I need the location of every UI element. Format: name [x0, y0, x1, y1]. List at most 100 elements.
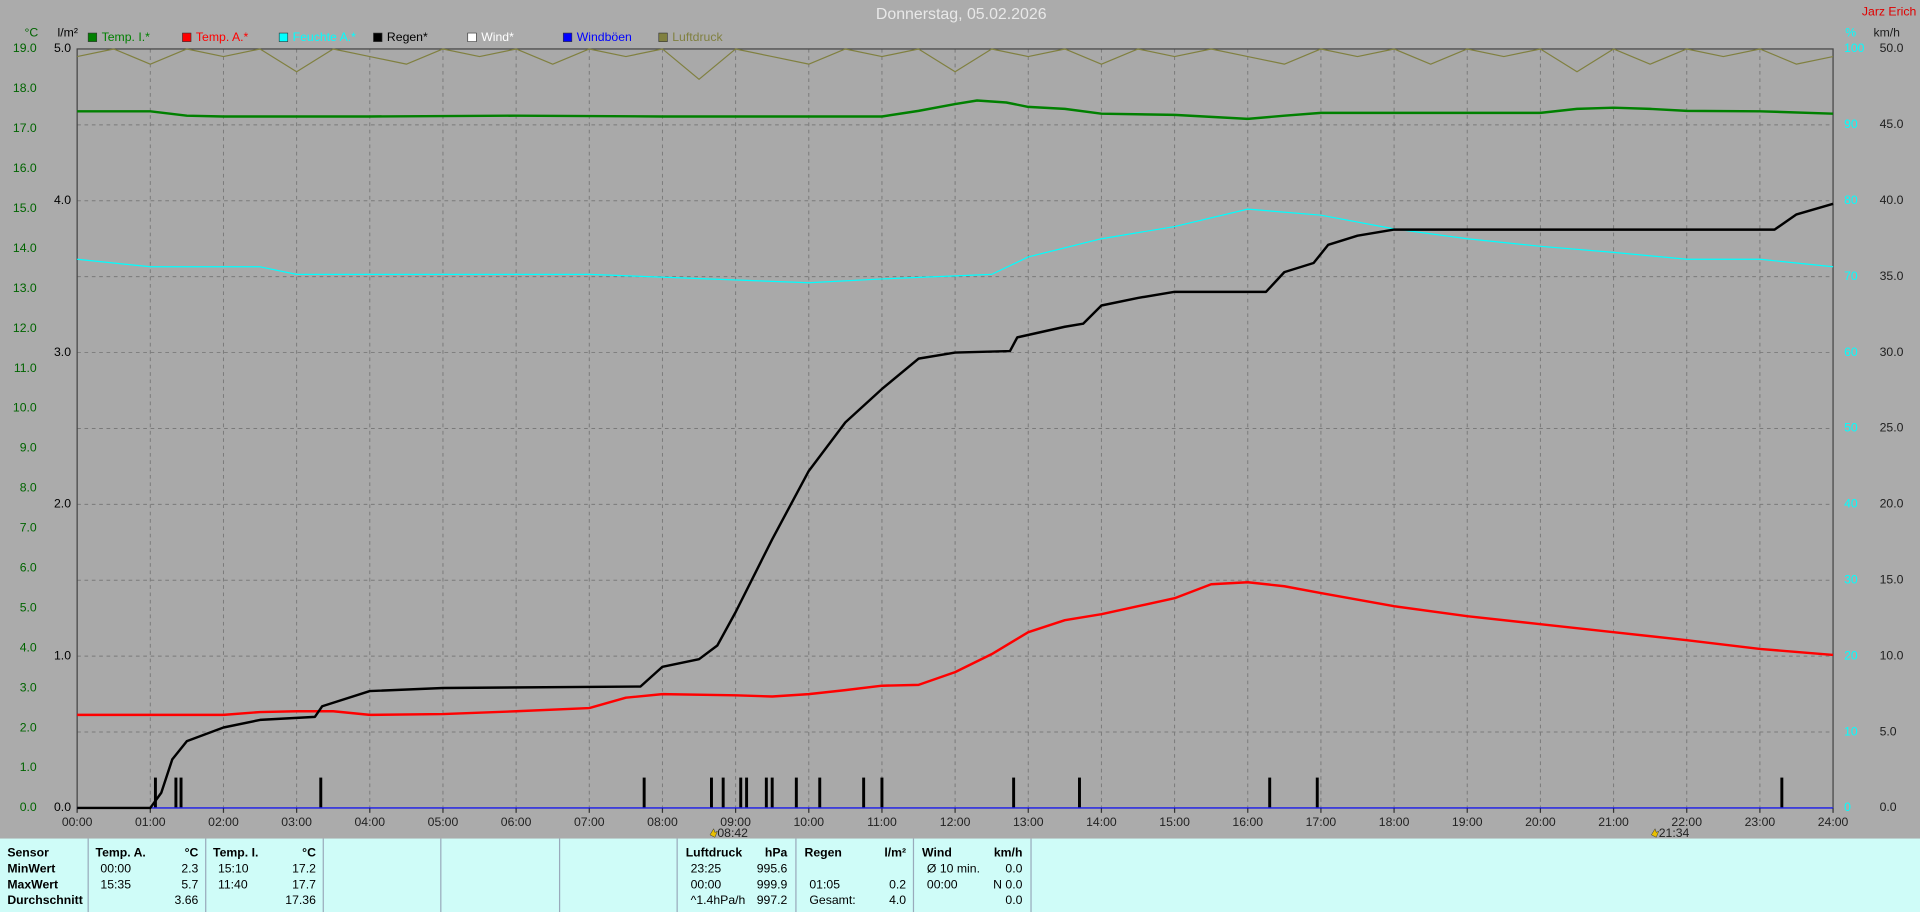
y-tick-label: 50	[1844, 421, 1858, 435]
rain-bar	[794, 777, 798, 808]
legend-swatch	[182, 32, 192, 42]
author: Jarz Erich	[1862, 4, 1917, 18]
table-cell: Ø 10 min.	[927, 861, 980, 875]
table-cell: 0.0	[1005, 893, 1022, 907]
table-cell: 2.3	[181, 861, 198, 875]
y-tick-label: 20	[1844, 648, 1858, 662]
rain-bar	[642, 777, 646, 808]
y-tick-label: 12.0	[13, 321, 37, 335]
table-cell: 995.6	[757, 861, 788, 875]
rain-bar	[770, 777, 774, 808]
table-header: Wind	[922, 845, 952, 859]
x-tick-label: 12:00	[940, 815, 971, 829]
legend-label: Feuchte A.*	[293, 30, 356, 44]
y-tick-label: 0.0	[1880, 800, 1897, 814]
y-tick-label: 10.0	[13, 401, 37, 415]
legend-label: Regen*	[387, 30, 428, 44]
y-tick-label: 100	[1844, 41, 1865, 55]
y-tick-label: 2.0	[54, 497, 71, 511]
rain-bar	[319, 777, 323, 808]
y-tick-label: 3.0	[54, 345, 71, 359]
series-line	[77, 48, 1834, 80]
axis-unit: km/h	[1873, 25, 1900, 39]
y-tick-label: 5.0	[1880, 724, 1897, 738]
y-tick-label: 10	[1844, 724, 1858, 738]
table-cell: 00:00	[100, 861, 131, 875]
x-tick-label: 18:00	[1379, 815, 1410, 829]
axis-unit: %	[1845, 25, 1856, 39]
x-tick-label: 09:00	[720, 815, 751, 829]
rain-bar	[709, 777, 713, 808]
x-tick-label: 07:00	[574, 815, 605, 829]
x-tick-label: 00:00	[62, 815, 93, 829]
rain-bar	[1012, 777, 1016, 808]
x-tick-label: 23:00	[1745, 815, 1776, 829]
y-tick-label: 4.0	[20, 640, 37, 654]
x-tick-label: 16:00	[1232, 815, 1263, 829]
table-cell: 3.66	[175, 893, 199, 907]
table-cell: 997.2	[757, 893, 788, 907]
table-header: Temp. A.	[96, 845, 146, 859]
table-cell: 999.9	[757, 877, 788, 891]
table-cell: 17.36	[285, 893, 316, 907]
series-line	[77, 202, 1834, 810]
table-header: Sensor	[7, 845, 49, 859]
marker-label: 21:34	[1659, 826, 1690, 840]
y-tick-label: 40	[1844, 497, 1858, 511]
legend-label: Temp. I.*	[102, 30, 151, 44]
y-tick-label: 6.0	[20, 561, 37, 575]
x-tick-label: 14:00	[1086, 815, 1117, 829]
table-cell: ^1.4hPa/h	[691, 893, 746, 907]
rain-bar	[174, 777, 178, 808]
y-tick-label: 50.0	[1880, 41, 1904, 55]
marker-label: 08:42	[717, 826, 748, 840]
legend-swatch	[373, 32, 383, 42]
x-tick-label: 04:00	[354, 815, 385, 829]
x-tick-label: 22:00	[1671, 815, 1702, 829]
legend-swatch	[658, 32, 668, 42]
table-cell: 00:00	[691, 877, 722, 891]
y-tick-label: 30.0	[1880, 345, 1904, 359]
table-header: l/m²	[884, 845, 906, 859]
x-tick-label: 21:00	[1598, 815, 1629, 829]
table-header: Regen	[804, 845, 841, 859]
y-tick-label: 5.0	[54, 41, 71, 55]
rain-bar	[745, 777, 749, 808]
rain-bar	[1315, 777, 1319, 808]
x-tick-label: 13:00	[1013, 815, 1044, 829]
y-tick-label: 45.0	[1880, 117, 1904, 131]
table-row-label: MinWert	[7, 861, 55, 875]
table-cell: 00:00	[927, 877, 958, 891]
rain-bar	[764, 777, 768, 808]
x-tick-label: 08:00	[647, 815, 678, 829]
y-tick-label: 15.0	[13, 201, 37, 215]
y-tick-label: 7.0	[20, 521, 37, 535]
table-cell: N 0.0	[993, 877, 1022, 891]
rain-bar	[153, 777, 157, 808]
x-tick-label: 15:00	[1159, 815, 1190, 829]
y-tick-label: 11.0	[14, 361, 37, 375]
table-header: °C	[185, 845, 199, 859]
rain-bar	[818, 777, 822, 808]
rain-bar	[1078, 777, 1081, 808]
table-header: Luftdruck	[686, 845, 743, 859]
y-tick-label: 8.0	[20, 481, 37, 495]
y-tick-label: 13.0	[13, 281, 37, 295]
table-cell: 15:35	[100, 877, 131, 891]
y-tick-label: 30	[1844, 572, 1858, 586]
y-tick-label: 40.0	[1880, 193, 1904, 207]
y-tick-label: 16.0	[13, 161, 37, 175]
table-cell: 15:10	[218, 861, 249, 875]
table-row-label: Durchschnitt	[7, 893, 82, 907]
table-cell: Gesamt:	[809, 893, 855, 907]
x-tick-label: 19:00	[1452, 815, 1483, 829]
legend-swatch	[87, 32, 98, 42]
x-tick-label: 01:00	[135, 815, 166, 829]
rain-bar	[1780, 777, 1784, 808]
y-tick-label: 0.0	[54, 800, 71, 814]
table-cell: 0.2	[889, 877, 906, 891]
series-line	[77, 99, 1834, 121]
x-tick-label: 05:00	[428, 815, 459, 829]
